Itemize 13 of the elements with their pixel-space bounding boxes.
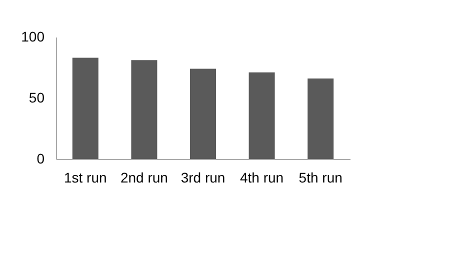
x-tick-label: 5th run (298, 170, 342, 186)
bar (308, 78, 334, 159)
x-tick-label: 3rd run (180, 170, 226, 186)
bar (190, 68, 216, 159)
bar (131, 60, 158, 159)
y-tick-label: 50 (28, 90, 45, 106)
x-tick-label: 4th run (240, 170, 284, 186)
y-tick-label: 0 (36, 150, 45, 166)
y-tick-label: 100 (21, 28, 45, 44)
bar (72, 58, 98, 159)
bar (248, 72, 275, 159)
x-tick-label: 2nd run (120, 170, 168, 186)
x-tick-label: 1st run (64, 170, 107, 186)
